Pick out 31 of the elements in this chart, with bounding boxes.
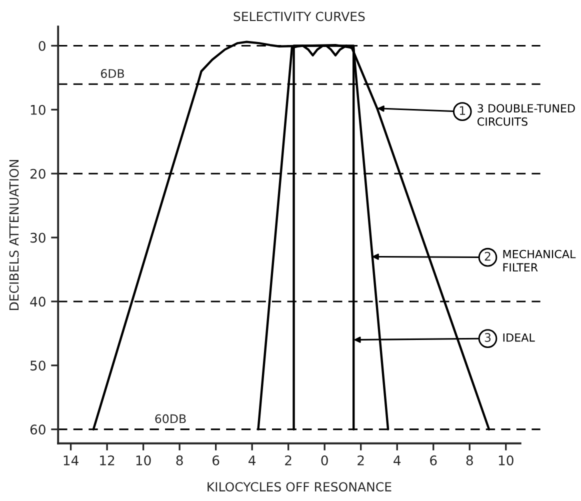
x-tick-label: 2 (285, 455, 292, 466)
x-tick-label: 6 (212, 455, 220, 466)
annotation: 1 (460, 106, 466, 115)
y-tick-label: 30 (30, 232, 46, 243)
x-tick-label: 12 (100, 455, 114, 466)
annotation: 3 (484, 333, 491, 342)
y-tick-label: 60 (30, 424, 46, 435)
y-tick-label: 50 (30, 360, 46, 371)
legend-label: MECHANICAL FILTER (503, 250, 576, 272)
chart-title: SELECTIVITY CURVES (234, 12, 365, 22)
y-tick-label: 0 (38, 40, 46, 51)
ref-line-label: 6DB (100, 69, 124, 78)
y-tick-label: 20 (30, 168, 46, 179)
x-axis-title: KILOCYCLES OFF RESONANCE (208, 482, 392, 492)
annotation: 2 (484, 252, 490, 261)
x-tick-label: 6 (430, 455, 437, 466)
x-tick-label: 4 (394, 456, 401, 466)
y-axis-title: DECIBELS ATTENUATION (9, 160, 19, 310)
legend-label: IDEAL (503, 334, 535, 342)
x-tick-label: 0 (321, 455, 328, 466)
x-tick-label: 10 (498, 455, 514, 466)
y-tick-label: 10 (30, 104, 46, 115)
x-tick-label: 4 (248, 456, 256, 466)
ref-line-label: 60DB (155, 414, 186, 424)
x-tick-label: 2 (358, 455, 364, 466)
x-tick-label: 8 (176, 455, 183, 466)
x-tick-label: 8 (466, 455, 473, 466)
x-tick-label: 14 (64, 456, 78, 466)
legend-label: 3 DOUBLE-TUNED CIRCUITS (478, 104, 575, 126)
y-tick-label: 40 (30, 296, 46, 307)
x-tick-label: 10 (136, 455, 151, 466)
